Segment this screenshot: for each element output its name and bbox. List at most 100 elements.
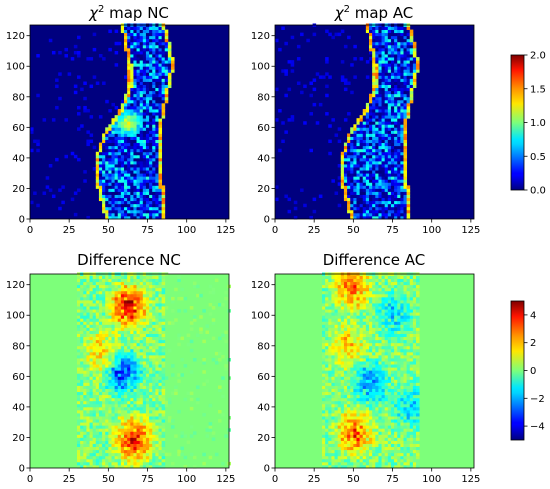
heatmap-cell	[347, 151, 351, 156]
heatmap-cell	[400, 96, 404, 101]
heatmap-cell	[152, 458, 156, 463]
heatmap-cell	[145, 151, 150, 156]
heatmap-cell	[403, 449, 408, 454]
heatmap-cell	[108, 281, 112, 286]
heatmap-cell	[108, 351, 112, 356]
heatmap-cell	[322, 443, 326, 448]
heatmap-cell	[359, 182, 364, 186]
heatmap-cell	[89, 293, 94, 298]
heatmap-cell	[124, 327, 128, 331]
heatmap-cell	[142, 203, 147, 208]
heatmap-cell	[133, 309, 137, 313]
heatmap-cell	[384, 200, 389, 205]
heatmap-cell	[117, 185, 122, 189]
heatmap-cell	[158, 182, 163, 186]
heatmap-cell	[142, 275, 147, 279]
heatmap-cell	[77, 452, 81, 457]
heatmap-cell	[155, 121, 159, 125]
heatmap-cell	[108, 312, 112, 316]
heatmap-cell	[409, 29, 414, 34]
heatmap-cell	[353, 464, 357, 469]
heatmap-cell	[120, 370, 125, 374]
heatmap-cell	[406, 194, 411, 199]
heatmap-cell	[375, 422, 379, 426]
heatmap-cell	[136, 197, 141, 202]
heatmap-cell	[130, 342, 134, 347]
heatmap-cell	[378, 118, 382, 122]
heatmap-cell	[80, 354, 84, 359]
heatmap-cell	[155, 315, 159, 319]
heatmap-cell	[86, 287, 90, 292]
heatmap-cell	[161, 400, 166, 405]
heatmap-cell	[394, 176, 398, 180]
heatmap-cell	[130, 206, 134, 211]
heatmap-cell	[362, 112, 367, 116]
heatmap-cell	[397, 41, 401, 46]
heatmap-cell	[369, 50, 373, 55]
heatmap-cell	[142, 413, 147, 417]
heatmap-cell	[102, 303, 106, 307]
heatmap-cell	[387, 75, 392, 79]
heatmap-cell	[406, 35, 411, 40]
heatmap-cell	[117, 385, 122, 389]
heatmap-cell	[77, 419, 81, 423]
heatmap-cell	[102, 154, 106, 159]
heatmap-cell	[400, 434, 404, 438]
heatmap-cell	[108, 382, 112, 386]
heatmap-cell	[406, 99, 411, 104]
heatmap-cell	[158, 151, 163, 156]
heatmap-cell	[133, 376, 137, 380]
heatmap-cell	[105, 154, 109, 159]
heatmap-cell	[390, 35, 395, 40]
heatmap-cell	[149, 188, 153, 192]
heatmap-cell	[130, 173, 134, 177]
heatmap-cell	[158, 78, 163, 82]
heatmap-cell	[384, 157, 389, 162]
heatmap-cell	[406, 200, 411, 205]
heatmap-cell	[381, 57, 386, 61]
heatmap-cell	[105, 348, 109, 353]
heatmap-cell	[86, 293, 90, 298]
heatmap-cell	[98, 443, 103, 448]
heatmap-cell	[77, 287, 81, 292]
heatmap-cell	[124, 124, 128, 128]
heatmap-cell	[108, 197, 112, 202]
heatmap-cell	[196, 293, 200, 298]
heatmap-cell	[136, 342, 141, 347]
heatmap-cell	[161, 287, 166, 292]
heatmap-cell	[152, 26, 156, 30]
heatmap-cell	[356, 151, 361, 156]
heatmap-cell	[353, 188, 357, 192]
heatmap-cell	[372, 32, 376, 37]
heatmap-cell	[397, 431, 401, 435]
heatmap-cell	[142, 50, 147, 55]
heatmap-cell	[397, 157, 401, 162]
heatmap-cell	[102, 394, 106, 399]
heatmap-cell	[372, 431, 376, 435]
heatmap-cell	[381, 452, 386, 457]
heatmap-cell	[139, 391, 144, 396]
heatmap-cell	[130, 425, 134, 429]
heatmap-cell	[375, 212, 379, 217]
heatmap-cell	[365, 29, 370, 34]
heatmap-cell	[152, 194, 156, 199]
heatmap-cell	[375, 112, 379, 116]
heatmap-cell	[347, 449, 351, 454]
heatmap-cell	[158, 118, 163, 122]
heatmap-cell	[403, 431, 408, 435]
heatmap-cell	[80, 443, 84, 448]
heatmap-cell	[384, 90, 389, 95]
heatmap-cell	[152, 370, 156, 374]
heatmap-cell	[152, 388, 156, 393]
heatmap-cell	[390, 99, 395, 104]
heatmap-cell	[384, 461, 389, 466]
heatmap-cell	[155, 391, 159, 396]
heatmap-cell	[356, 452, 361, 457]
heatmap-cell	[353, 127, 357, 131]
heatmap-cell	[381, 130, 386, 134]
heatmap-cell	[340, 464, 345, 469]
heatmap-cell	[77, 367, 81, 371]
heatmap-cell	[149, 78, 153, 82]
heatmap-cell	[199, 293, 203, 298]
heatmap-cell	[139, 403, 144, 408]
